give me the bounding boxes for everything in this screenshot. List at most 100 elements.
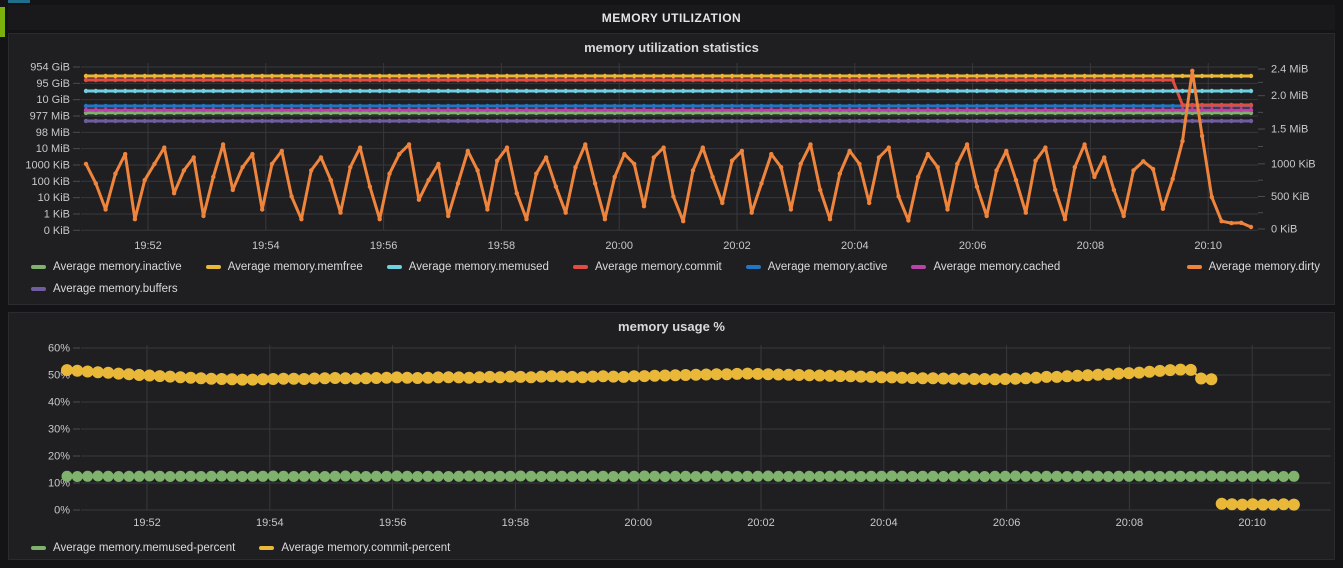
series-point	[669, 470, 681, 482]
series-point	[1190, 107, 1195, 113]
series-point	[1229, 102, 1234, 108]
series-point	[690, 471, 702, 482]
series-point	[211, 88, 216, 94]
series-point	[446, 107, 451, 113]
series-point	[1043, 145, 1048, 150]
series-point	[1072, 165, 1078, 170]
series-point	[162, 145, 167, 150]
legend-item-average-memory-dirty[interactable]: Average memory.dirty	[1186, 261, 1320, 273]
series-point	[671, 194, 676, 199]
series-point	[377, 118, 382, 124]
series-point	[681, 88, 686, 94]
legend-item-average-memory-memused-percent[interactable]: Average memory.memused-percent	[31, 542, 235, 554]
series-point	[641, 107, 647, 113]
series-point	[348, 77, 353, 83]
series-point	[788, 107, 794, 113]
legend-item-average-memory-cached[interactable]: Average memory.cached	[911, 261, 1060, 273]
series-point	[808, 103, 813, 109]
row-collapse-indicator[interactable]	[0, 7, 5, 37]
legend-color-swatch	[31, 546, 46, 550]
series-point	[729, 77, 735, 83]
series-point	[338, 88, 343, 94]
series-point	[269, 118, 275, 124]
series-point	[103, 207, 108, 212]
legend-item-average-memory-memfree[interactable]: Average memory.memfree	[205, 261, 363, 273]
panel-title[interactable]: memory utilization statistics	[584, 40, 759, 55]
series-point	[720, 103, 725, 109]
memory-usage-chart[interactable]: 60%50%40%30%20%10%0%19:52 19:54 19:56 19:58…	[9, 313, 1336, 535]
series-point	[1072, 73, 1078, 79]
series-point	[837, 73, 842, 79]
series-point	[1141, 107, 1146, 113]
series-point	[1278, 471, 1290, 482]
series-point	[778, 88, 784, 94]
series-point	[534, 88, 539, 94]
legend-item-average-memory-inactive[interactable]: Average memory.inactive	[31, 261, 182, 273]
series-point	[113, 88, 118, 94]
series-point	[749, 88, 754, 94]
series-point	[824, 470, 836, 482]
series-point	[876, 88, 882, 94]
series-point	[142, 107, 147, 113]
series-point	[1209, 118, 1215, 124]
series-point	[994, 88, 999, 94]
series-point	[142, 103, 147, 109]
series-point	[661, 77, 666, 83]
series-point	[720, 200, 725, 206]
legend-item-average-memory-commit[interactable]: Average memory.commit	[572, 261, 722, 273]
series-point	[181, 73, 187, 79]
series-point	[367, 118, 373, 124]
series-point	[1082, 73, 1087, 79]
left-y-tick-label: 1000 KiB	[25, 159, 70, 171]
series-point	[260, 73, 265, 79]
legend-color-swatch	[1186, 265, 1202, 269]
series-point	[1092, 107, 1097, 113]
x-tick-label: 19:52	[134, 240, 162, 252]
series-point	[455, 181, 461, 186]
series-point	[602, 103, 608, 109]
series-point	[573, 88, 578, 94]
memory-stats-chart[interactable]: 954 GiB 95 GiB 10 GiB 977 MiB 98 MiB 10 MiB 10…	[9, 34, 1336, 256]
series-point	[426, 73, 431, 79]
series-point	[798, 103, 803, 109]
series-point	[1051, 470, 1063, 482]
series-point	[142, 73, 147, 79]
series-point	[607, 471, 619, 482]
series-point	[651, 77, 656, 83]
series-point	[211, 118, 216, 124]
series-point	[876, 155, 882, 160]
legend-item-average-memory-commit-percent[interactable]: Average memory.commit-percent	[259, 542, 450, 554]
series-point	[162, 77, 167, 83]
series-point	[543, 73, 549, 79]
row-header-title: MEMORY UTILIZATION	[601, 10, 742, 25]
panel-title[interactable]: memory usage %	[618, 319, 725, 334]
legend-item-average-memory-active[interactable]: Average memory.active	[745, 261, 887, 273]
series-point	[988, 373, 1001, 386]
series-point	[1062, 88, 1068, 94]
series-point	[328, 73, 333, 79]
x-tick-label: 19:56	[370, 240, 398, 252]
series-point	[250, 88, 255, 94]
series-point	[749, 118, 754, 124]
series-point	[514, 370, 527, 383]
series-point	[112, 367, 125, 380]
dashboard-row-header: MEMORY UTILIZATION	[8, 5, 1335, 30]
legend-item-average-memory-buffers[interactable]: Average memory.buffers	[31, 283, 178, 295]
series-point	[681, 219, 686, 224]
series-point	[269, 88, 275, 94]
series-point	[769, 107, 774, 113]
series-point	[563, 77, 568, 83]
series-point	[181, 103, 187, 109]
legend-row: Average memory.buffers	[31, 280, 1320, 298]
series-point	[339, 470, 351, 482]
legend-item-average-memory-memused[interactable]: Average memory.memused	[386, 261, 549, 273]
series-point	[671, 103, 676, 109]
series-point	[803, 470, 815, 482]
series-point	[1257, 470, 1269, 482]
series-point	[485, 77, 490, 83]
series-point	[739, 103, 745, 109]
series-point	[1141, 118, 1146, 124]
x-tick-label: 20:00	[605, 240, 633, 252]
series-point	[525, 371, 537, 384]
series-point	[583, 103, 588, 109]
